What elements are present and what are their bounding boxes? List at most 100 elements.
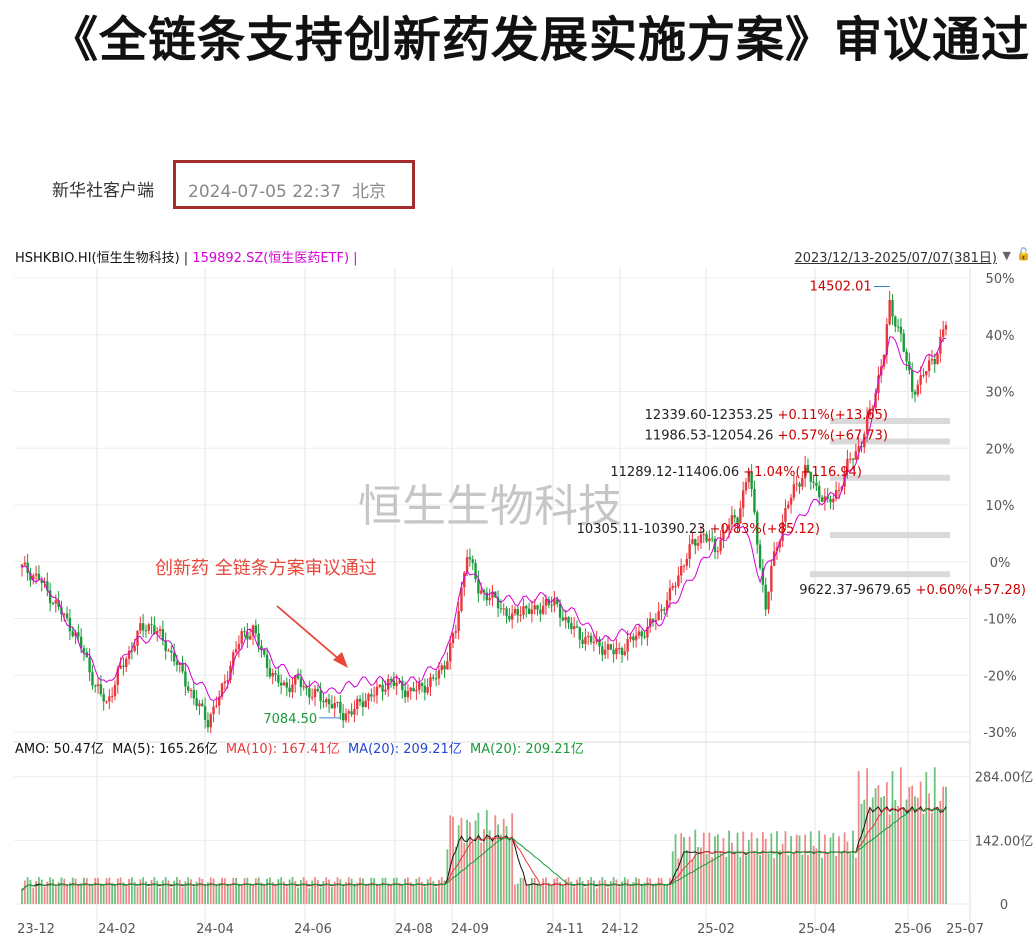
volume-bar [778, 850, 781, 904]
volume-bar [466, 819, 468, 904]
candle-body [91, 672, 94, 686]
annotation-arrowhead [333, 652, 348, 668]
candle-body [888, 299, 891, 325]
candle-body [429, 677, 432, 688]
candle-body [860, 446, 863, 448]
candle-body [412, 687, 415, 692]
lock-icon[interactable]: 🔓 [1016, 247, 1031, 261]
candle-body [156, 630, 159, 634]
candle-body [51, 603, 55, 605]
volume-bar [632, 882, 635, 904]
volume-bar [88, 884, 91, 904]
candle-body [71, 631, 74, 637]
volume-bar [933, 767, 936, 904]
candle-body [229, 665, 232, 681]
volume-bar [545, 877, 547, 904]
volume-bar [215, 885, 218, 904]
gap-band [830, 532, 950, 539]
candlesticks [20, 290, 948, 734]
candle-body [147, 624, 150, 631]
volume-bar [99, 883, 102, 904]
volume-bar [818, 830, 821, 904]
candle-body [384, 689, 387, 692]
candle-body [246, 631, 249, 640]
x-axis: 23-12 24-02 24-04 24-06 24-08 24-09 24-11 24-12… [17, 922, 984, 937]
volume-bar [46, 881, 49, 904]
volume-bar [514, 884, 516, 904]
candle-body [164, 640, 167, 652]
location: 北京 [352, 182, 387, 202]
candle-body [34, 573, 38, 576]
volume-bar [525, 883, 528, 904]
volume-bar [74, 878, 77, 904]
volume-bar [26, 877, 29, 904]
candle-body [139, 623, 142, 631]
candle-body [764, 584, 767, 610]
volume-bar [556, 877, 559, 904]
volume-bar [409, 882, 412, 904]
volume-bar [71, 877, 74, 904]
candle-body [741, 490, 745, 509]
volume-bar [576, 879, 578, 904]
candle-body [46, 581, 49, 591]
volume-bar [187, 877, 190, 904]
volume-bar [384, 877, 387, 904]
volume-bar [939, 800, 942, 904]
candle-body [572, 626, 576, 629]
dropdown-arrow-icon[interactable]: ▼ [1002, 249, 1011, 262]
candle-body [595, 638, 598, 643]
candle-body [857, 446, 860, 452]
volume-bar [325, 877, 328, 904]
candle-body [330, 704, 334, 709]
volume-bar [328, 879, 330, 904]
volume-bar [395, 877, 398, 904]
volume-bar [883, 796, 885, 904]
volume-bar [891, 771, 894, 904]
candle-body [818, 485, 821, 498]
volume-bar [483, 829, 485, 904]
candle-body [643, 636, 646, 638]
candle-body [863, 434, 866, 448]
candle-body [460, 587, 463, 611]
candle-body [789, 497, 793, 505]
volume-bar [866, 768, 869, 904]
y-tick-label: 30% [986, 386, 1015, 401]
candle-body [815, 482, 818, 486]
volume-bar [533, 877, 536, 904]
candle-body [192, 690, 196, 699]
candle-body [649, 618, 652, 628]
volume-bar [815, 848, 818, 904]
volume-bar [640, 885, 643, 904]
candle-body [846, 458, 849, 473]
volume-bar [654, 883, 657, 904]
volume-bar [905, 799, 908, 904]
y-tick-label: 0% [990, 556, 1011, 571]
volume-bar [835, 856, 838, 904]
volume-bar [742, 831, 745, 904]
volume-bar [94, 877, 97, 904]
volume-bar [914, 796, 916, 904]
date-range-selector[interactable]: 2023/12/13-2025/07/07(381日) [794, 251, 997, 266]
volume-bar [443, 880, 446, 904]
volume-bar [869, 809, 871, 904]
candle-body [682, 565, 686, 567]
volume-bar [311, 880, 314, 904]
volume-bar [838, 836, 840, 904]
volume-bar [801, 854, 804, 904]
volume-bar [511, 813, 514, 904]
candle-body [474, 562, 477, 580]
y-tick-label: -10% [983, 613, 1017, 628]
candle-body [891, 299, 894, 317]
volume-bar [688, 836, 691, 904]
legend-etf[interactable]: 159892.SZ(恒生医药ETF) [192, 251, 350, 266]
gap-change: +0.57%(+67.73) [778, 428, 888, 443]
candle-body [296, 675, 300, 679]
volume-bar [731, 842, 733, 904]
legend-index[interactable]: HSHKBIO.HI(恒生生物科技) [15, 251, 180, 266]
candle-body [708, 538, 711, 542]
candle-body [310, 697, 314, 699]
candle-body [829, 498, 832, 503]
candle-body [522, 606, 525, 615]
candle-body [454, 631, 458, 633]
volume-bar [474, 820, 477, 904]
